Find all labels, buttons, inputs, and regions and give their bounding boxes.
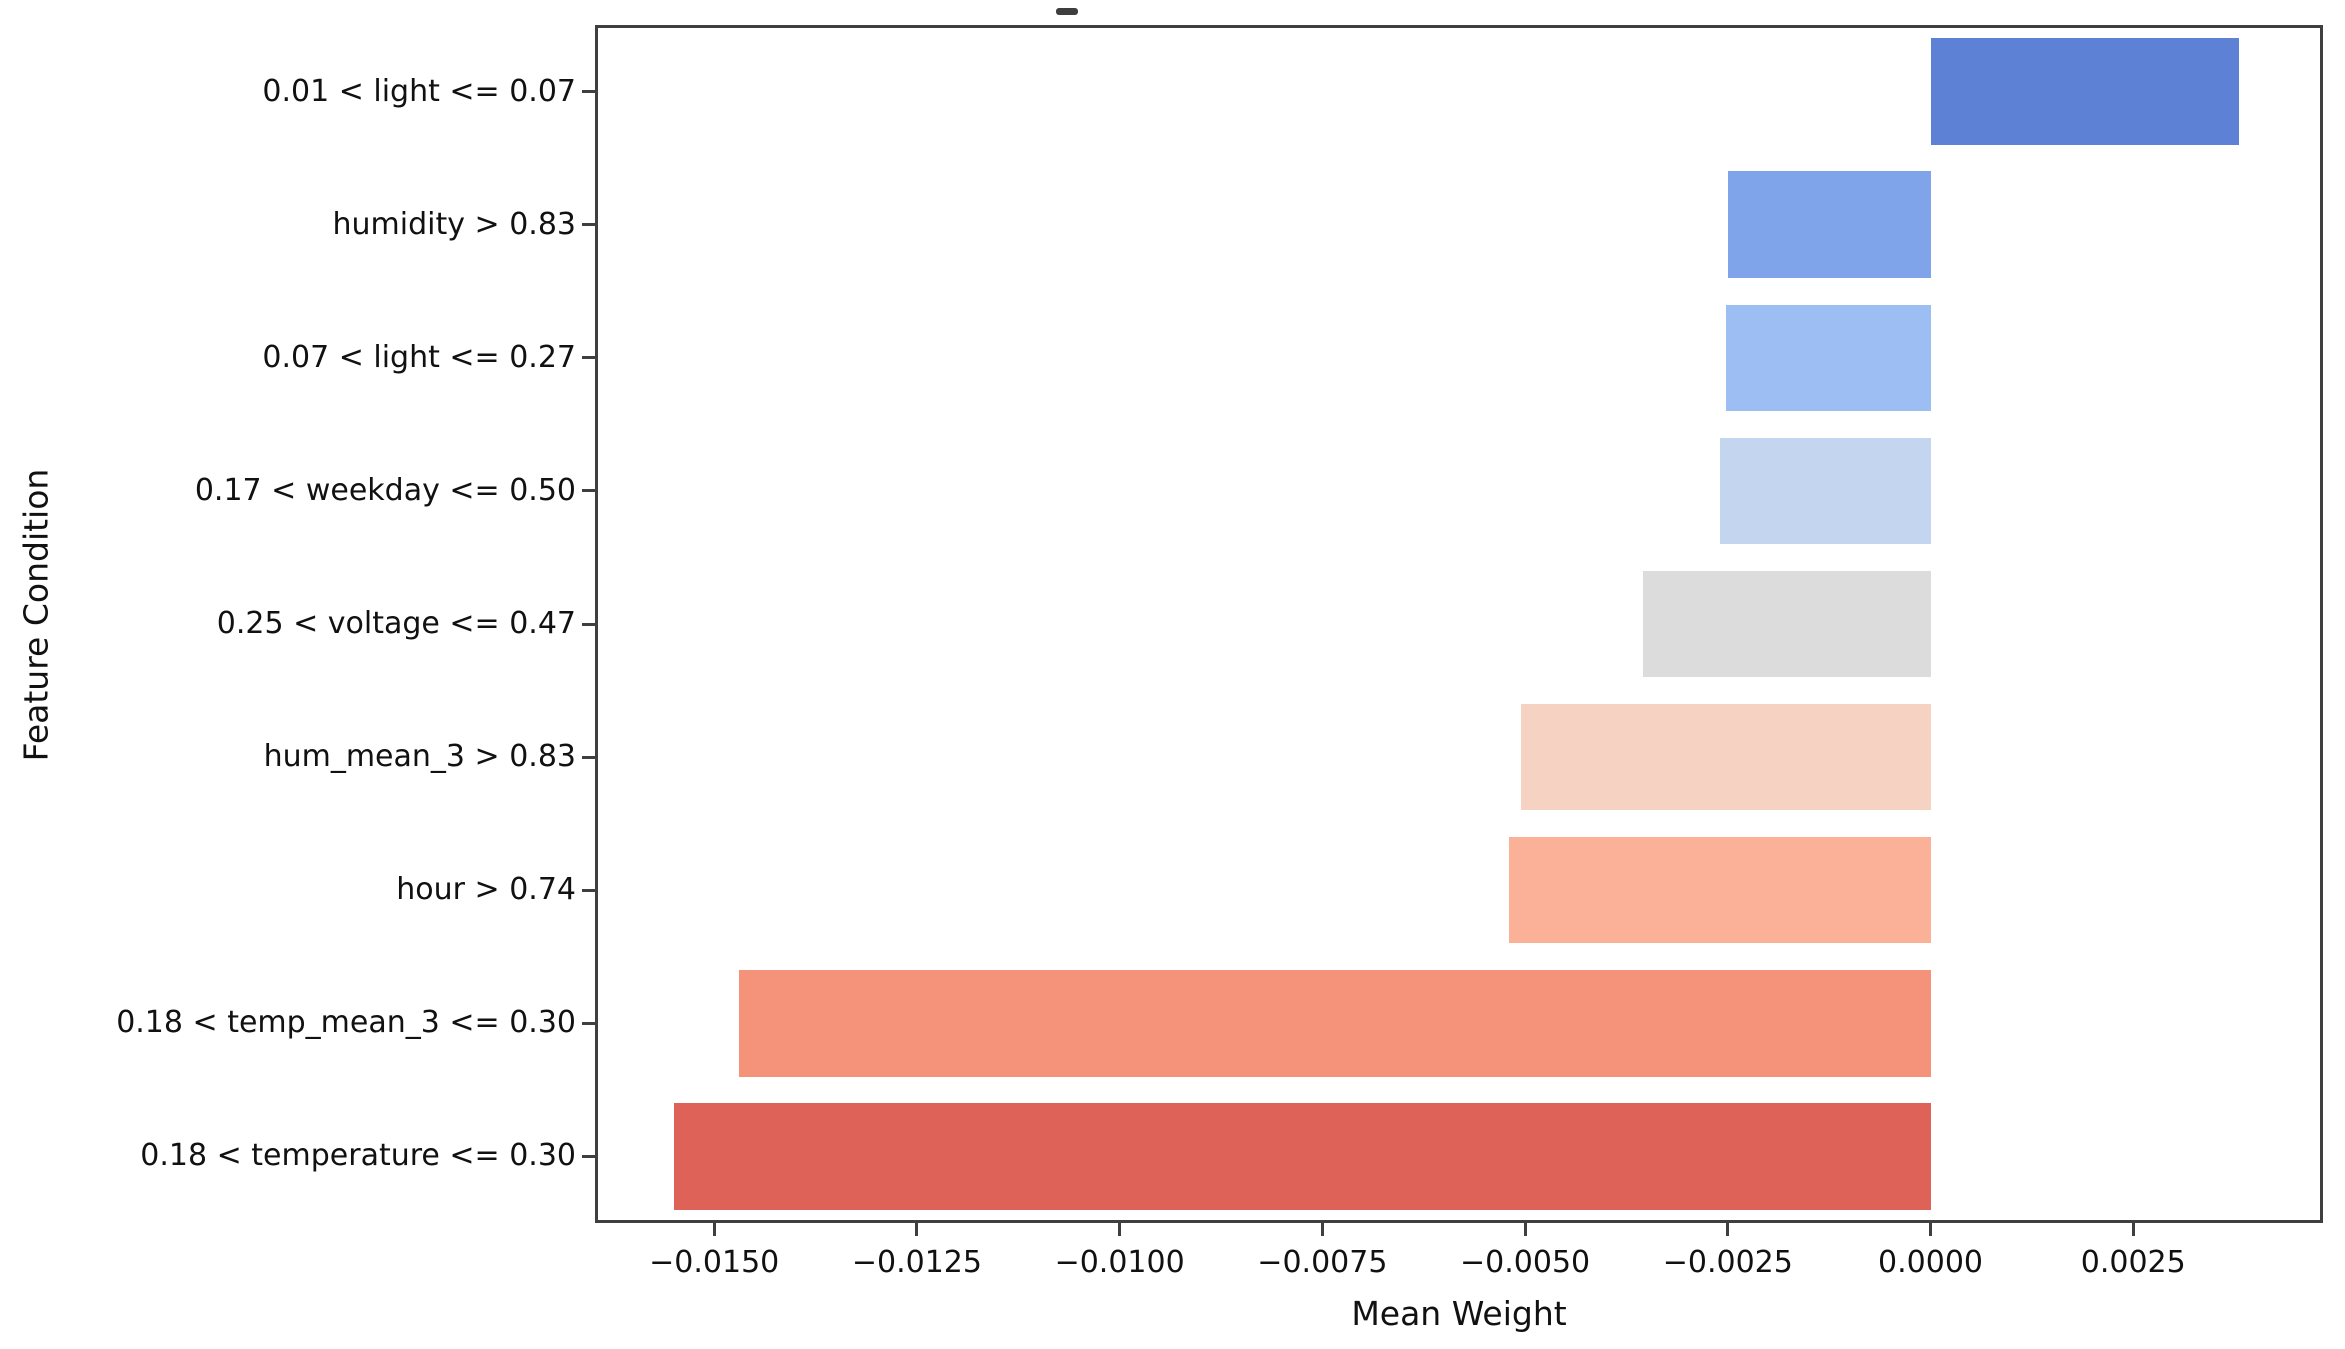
bar-5: [1521, 703, 1931, 811]
x-tick-mark: [1320, 1223, 1324, 1236]
y-tick-mark: [582, 90, 595, 94]
x-tick-mark: [1726, 1223, 1730, 1236]
x-tick-label: −0.0075: [1257, 1245, 1388, 1280]
x-tick-label: −0.0025: [1662, 1245, 1793, 1280]
x-tick-mark: [712, 1223, 716, 1236]
x-axis-label: Mean Weight: [1351, 1294, 1567, 1333]
plot-area: [595, 25, 2323, 1223]
y-tick-mark: [582, 755, 595, 759]
y-tick-label: humidity > 0.83: [332, 206, 577, 242]
bar-4: [1642, 570, 1931, 678]
y-tick-mark: [582, 356, 595, 360]
x-tick-label: −0.0100: [1054, 1245, 1185, 1280]
y-tick-label: 0.17 < weekday <= 0.50: [194, 472, 576, 508]
x-tick-mark: [915, 1223, 919, 1236]
x-tick-mark: [2131, 1223, 2135, 1236]
cropped-title-fragment: [1056, 8, 1078, 15]
x-tick-mark: [1929, 1223, 1933, 1236]
y-tick-mark: [582, 622, 595, 626]
y-tick-mark: [582, 888, 595, 892]
x-tick-label: −0.0150: [649, 1245, 780, 1280]
bar-7: [738, 970, 1931, 1077]
y-tick-label: 0.18 < temp_mean_3 <= 0.30: [116, 1005, 576, 1041]
x-tick-label: 0.0000: [1878, 1245, 1984, 1280]
y-tick-label: 0.25 < voltage <= 0.47: [216, 606, 576, 641]
y-tick-label: hour > 0.74: [396, 872, 576, 908]
y-tick-mark: [582, 223, 595, 227]
y-tick-label: 0.07 < light <= 0.27: [262, 339, 576, 375]
x-tick-mark: [1523, 1223, 1527, 1236]
y-tick-label: hum_mean_3 > 0.83: [263, 739, 576, 775]
bar-6: [1508, 836, 1931, 944]
bar-8: [673, 1103, 1931, 1210]
bar-3: [1719, 437, 1931, 545]
x-tick-label: −0.0050: [1460, 1245, 1591, 1280]
x-tick-mark: [1118, 1223, 1122, 1236]
bar-0: [1930, 38, 2239, 145]
bar-1: [1727, 171, 1931, 278]
y-tick-mark: [582, 1154, 595, 1158]
x-tick-label: 0.0025: [2080, 1245, 2186, 1280]
x-tick-label: −0.0125: [851, 1245, 982, 1280]
y-tick-label: 0.18 < temperature <= 0.30: [140, 1138, 576, 1174]
y-tick-label: 0.01 < light <= 0.07: [262, 73, 576, 109]
y-tick-mark: [582, 489, 595, 493]
y-tick-mark: [582, 1021, 595, 1025]
bar-2: [1726, 304, 1931, 412]
